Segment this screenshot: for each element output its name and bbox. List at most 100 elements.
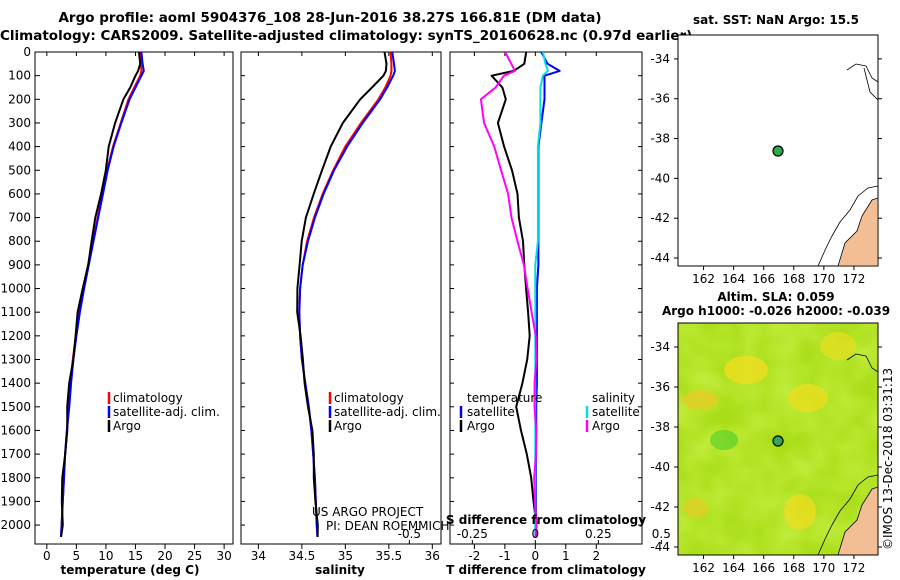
lon-tick-label: 162: [692, 561, 715, 575]
x-tick-label: 10: [98, 549, 113, 563]
legend-title-salinity: salinity: [592, 391, 635, 405]
salinity-legend: climatology satellite-adj. clim. Argo US…: [312, 391, 449, 533]
sst-map-ticks: 162 164 166 168 170 172 -34 -36 -38 -40 -42 -44: [650, 52, 882, 286]
temperature-legend: climatology satellite-adj. clim. Argo: [107, 391, 220, 433]
x2-tick-label: 0: [532, 527, 540, 541]
x-tick-label: 25: [187, 549, 202, 563]
x-tick-label: 0: [43, 549, 51, 563]
lon-tick-label: 168: [782, 561, 805, 575]
depth-tick-label: 700: [8, 211, 31, 225]
sla-map: Altim. SLA: 0.059 Argo h1000: -0.026 h20…: [650, 290, 890, 575]
depth-tick-label: 1800: [0, 471, 31, 485]
sla-anomaly: [710, 430, 738, 450]
depth-tick-label: 0: [23, 45, 31, 59]
salinity-chart: 34 34.5 35 35.5 36: [251, 52, 440, 563]
sst-map: sat. SST: NaN Argo: 15.5 162 164 166 168 170…: [650, 13, 882, 286]
x-tick-label: 36: [425, 549, 440, 563]
x-tick-label: 2: [592, 549, 600, 563]
depth-tick-label: 1300: [0, 353, 31, 367]
credit-line-2: PI: DEAN ROEMMICH: [326, 519, 449, 533]
legend-label-satellite: satellite-adj. clim.: [334, 405, 441, 419]
lat-tick-label: -36: [650, 92, 670, 106]
argo-position-marker: [772, 145, 784, 157]
x-tick-label: 34.5: [289, 549, 316, 563]
sla-map-ticks: 162 164 166 168 170 172 -34 -36 -38 -40 -42 -44: [650, 340, 882, 575]
depth-tick-label: 1600: [0, 423, 31, 437]
legend-label-s-argo: Argo: [592, 419, 620, 433]
series-line-t-argo: [490, 52, 538, 537]
x-tick-label: 34: [251, 549, 266, 563]
depth-tick-label: 500: [8, 163, 31, 177]
depth-tick-label: 400: [8, 140, 31, 154]
lon-tick-label: 162: [692, 272, 715, 286]
depth-tick-label: 1100: [0, 305, 31, 319]
x-tick-label: 30: [216, 549, 231, 563]
land-north-island: [837, 486, 878, 555]
x2-tick-label: 0.5: [652, 527, 671, 541]
lon-tick-label: 164: [722, 561, 745, 575]
x-tick-label: 15: [128, 549, 143, 563]
legend-label-argo: Argo: [334, 419, 362, 433]
legend-label-argo: Argo: [113, 419, 141, 433]
sla-anomaly: [820, 332, 856, 360]
depth-tick-label: 1000: [0, 282, 31, 296]
depth-tick-label: 800: [8, 234, 31, 248]
sla-anomaly: [788, 384, 828, 412]
difference-legend: temperature satellite Argo salinity sate…: [459, 391, 640, 433]
sla-anomaly: [684, 498, 708, 518]
x-tick-label: -2: [468, 549, 480, 563]
legend-label-climatology: climatology: [113, 391, 183, 405]
depth-tick-label: 2000: [0, 518, 31, 532]
depth-tick-label: 200: [8, 92, 31, 106]
depth-tick-label: 900: [8, 258, 31, 272]
credit-line-1: US ARGO PROJECT: [312, 505, 424, 519]
depth-tick-label: 1700: [0, 447, 31, 461]
s-difference-xlabel: S difference from climatology: [446, 513, 646, 527]
depth-tick-label: 1500: [0, 400, 31, 414]
legend-title-temperature: temperature: [467, 391, 542, 405]
legend-label-t-argo: Argo: [467, 419, 495, 433]
sla-map-title-2: Argo h1000: -0.026 h2000: -0.039: [662, 304, 890, 318]
legend-label-t-satellite: satellite: [467, 405, 515, 419]
depth-tick-label: 1400: [0, 376, 31, 390]
x2-tick-label: -0.5: [398, 527, 421, 541]
x-tick-label: 35.5: [375, 549, 402, 563]
lat-tick-label: -40: [650, 171, 670, 185]
title-line-2: Climatology: CARS2009. Satellite-adjuste…: [0, 28, 693, 44]
temperature-chart: 0 5 10 15 20 25 30: [43, 52, 232, 563]
legend-label-s-satellite: satellite: [592, 405, 640, 419]
series-line-satellite-adj-clim-: [60, 52, 145, 537]
lat-tick-label: -44: [650, 540, 670, 554]
series-line-argo: [296, 52, 388, 537]
x-tick-label: 0: [532, 549, 540, 563]
temperature-plot-frame: [34, 51, 234, 545]
bathymetry-contour: [817, 185, 878, 266]
coastline-north: [846, 353, 878, 373]
salinity-xlabel: salinity: [315, 563, 365, 577]
lat-tick-label: -36: [650, 380, 670, 394]
lon-tick-label: 170: [812, 561, 835, 575]
series-line-climatology: [60, 52, 143, 537]
lon-tick-label: 170: [812, 272, 835, 286]
sla-map-frame: [677, 322, 879, 556]
x-tick-label: 5: [73, 549, 81, 563]
temperature-xlabel: temperature (deg C): [61, 563, 200, 577]
x2-tick-label: -0.25: [457, 527, 488, 541]
x-tick-label: 35: [338, 549, 353, 563]
lat-tick-label: -42: [650, 211, 670, 225]
bathymetry-contour-north: [863, 67, 878, 101]
lat-tick-label: -44: [650, 251, 670, 265]
series-line-s-argo: [479, 52, 538, 537]
lat-tick-label: -34: [650, 52, 670, 66]
depth-tick-label: 600: [8, 187, 31, 201]
imos-watermark: ©IMOS 13-Dec-2018 03:31:13: [881, 368, 895, 550]
depth-axis: 0 100 200 300 400 500 600 700 800 900 1000 1100 1200…: [0, 45, 642, 532]
lat-tick-label: -38: [650, 420, 670, 434]
series-line-argo: [60, 52, 142, 538]
title-line-1: Argo profile: aoml 5904376_108 28-Jun-20…: [58, 10, 602, 26]
legend-label-climatology: climatology: [334, 391, 404, 405]
lon-tick-label: 172: [842, 272, 865, 286]
lon-tick-label: 164: [722, 272, 745, 286]
depth-tick-label: 1900: [0, 494, 31, 508]
